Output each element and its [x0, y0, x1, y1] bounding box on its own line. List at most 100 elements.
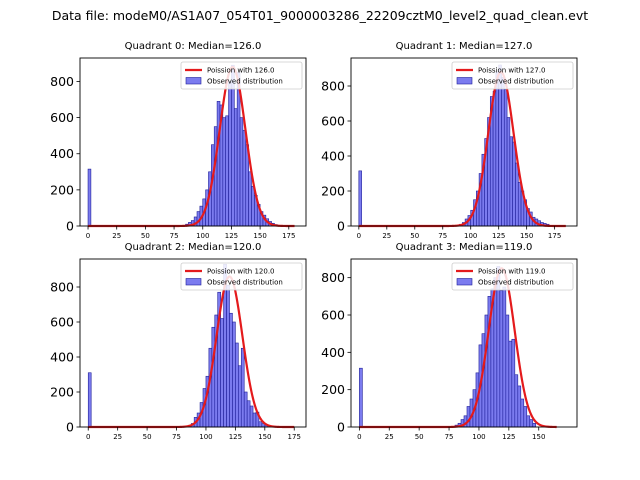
histogram-bar — [505, 314, 510, 428]
x-tick-label: 25 — [385, 433, 394, 441]
x-tick-label: 75 — [438, 232, 447, 240]
panel-title: Quadrant 1: Median=127.0 — [396, 41, 533, 52]
x-tick-label: 150 — [258, 433, 271, 441]
legend-box — [451, 61, 574, 90]
y-tick-label: 600 — [50, 110, 74, 125]
x-tick-label: 50 — [141, 232, 150, 240]
histogram-bar — [499, 290, 504, 428]
histogram-bar — [358, 170, 362, 227]
legend-label: Observed distribution — [207, 78, 283, 86]
legend-label: Poission with 119.0 — [478, 268, 546, 276]
histogram-bar — [359, 367, 363, 428]
histogram-bar — [514, 374, 519, 428]
y-tick-label: 0 — [66, 420, 74, 435]
y-tick-label: 600 — [321, 308, 345, 323]
y-tick-label: 800 — [50, 280, 74, 295]
histogram-bar — [216, 101, 221, 227]
histogram-bar — [520, 398, 525, 428]
legend-label: Poission with 120.0 — [207, 268, 275, 276]
x-tick-label: 125 — [502, 433, 515, 441]
x-tick-label: 25 — [382, 232, 391, 240]
legend-label: Poission with 127.0 — [478, 67, 546, 75]
histogram-bar — [503, 89, 508, 227]
legend: Poission with 120.0 Observed distribution — [180, 262, 303, 291]
x-tick-label: 25 — [112, 232, 121, 240]
histogram-bar — [251, 185, 255, 227]
x-tick-label: 100 — [199, 433, 212, 441]
x-tick-label: 150 — [532, 433, 545, 441]
x-tick-label: 75 — [445, 433, 454, 441]
histogram-bar — [246, 400, 251, 428]
axes-frame — [79, 258, 307, 428]
poisson-curve — [88, 65, 295, 228]
legend-bar-swatch — [456, 77, 473, 85]
y-tick-label: 400 — [321, 149, 345, 164]
x-tick-label: 175 — [548, 232, 561, 240]
axes-frame — [350, 258, 578, 428]
y-tick-label: 0 — [337, 420, 345, 435]
histogram-bar — [233, 108, 238, 227]
histogram-bar — [526, 415, 531, 428]
legend-box — [180, 61, 303, 90]
y-tick-label: 200 — [321, 184, 345, 199]
x-tick-label: 100 — [464, 232, 477, 240]
histogram-bar — [493, 277, 498, 428]
histogram-bar — [512, 141, 516, 227]
histogram-bar — [523, 406, 528, 428]
x-tick-label: 50 — [415, 433, 424, 441]
y-tick-label: 200 — [50, 385, 74, 400]
histogram-bar — [238, 365, 242, 428]
y-tick-label: 0 — [337, 219, 345, 234]
histogram-bar — [235, 342, 239, 428]
histogram-bar — [87, 168, 92, 227]
poisson-curve — [359, 267, 557, 429]
legend-label: Observed distribution — [478, 78, 554, 86]
x-tick-label: 125 — [229, 433, 242, 441]
poisson-curve — [358, 70, 566, 228]
histogram-bar — [515, 162, 519, 227]
y-tick-label: 200 — [321, 382, 345, 397]
x-tick-label: 0 — [357, 433, 361, 441]
axes-frame — [350, 57, 578, 227]
legend-label: Observed distribution — [478, 279, 554, 287]
histogram-bar — [229, 312, 233, 428]
legend: Poission with 127.0 Observed distribution — [451, 61, 574, 90]
histogram-bar — [529, 419, 534, 428]
histogram-bar — [509, 136, 513, 227]
panel-3: Quadrant 3: Median=119.0 0 25 50 75 100 125 150… — [321, 242, 578, 441]
y-tick-label: 0 — [66, 219, 74, 234]
histogram-bar — [252, 412, 257, 428]
y-tick-label: 800 — [50, 74, 74, 89]
x-tick-label: 150 — [253, 232, 266, 240]
histogram-bar — [511, 338, 516, 428]
x-tick-label: 25 — [113, 433, 122, 441]
histogram-bar — [506, 117, 511, 227]
histogram-bar — [222, 117, 226, 227]
histogram-bar — [228, 81, 232, 227]
histogram-bar — [508, 340, 513, 428]
panel-title: Quadrant 0: Median=126.0 — [125, 41, 262, 52]
legend-bar-swatch — [185, 77, 202, 85]
y-tick-label: 800 — [321, 270, 345, 285]
y-tick-label: 600 — [321, 114, 345, 129]
histogram-bar — [502, 286, 507, 428]
y-tick-label: 600 — [50, 315, 74, 330]
legend-bar-swatch — [456, 278, 473, 286]
histogram-bar — [492, 90, 497, 227]
x-tick-label: 50 — [410, 232, 419, 240]
figure-suptitle: Data file: modeM0/AS1A07_054T01_90000032… — [52, 8, 588, 23]
panel-1: Quadrant 1: Median=127.0 0 25 50 75 100 125 150… — [321, 41, 578, 240]
x-tick-label: 100 — [196, 232, 209, 240]
x-tick-label: 0 — [86, 433, 90, 441]
histogram-bar — [517, 385, 522, 428]
x-tick-label: 50 — [143, 433, 152, 441]
histogram-bar — [496, 266, 501, 428]
histogram-bar — [248, 171, 252, 227]
histogram-bar — [481, 333, 486, 428]
x-tick-label: 75 — [170, 232, 179, 240]
y-tick-label: 400 — [50, 146, 74, 161]
histogram-bar — [225, 115, 229, 227]
x-tick-label: 175 — [282, 232, 295, 240]
x-tick-label: 125 — [225, 232, 238, 240]
